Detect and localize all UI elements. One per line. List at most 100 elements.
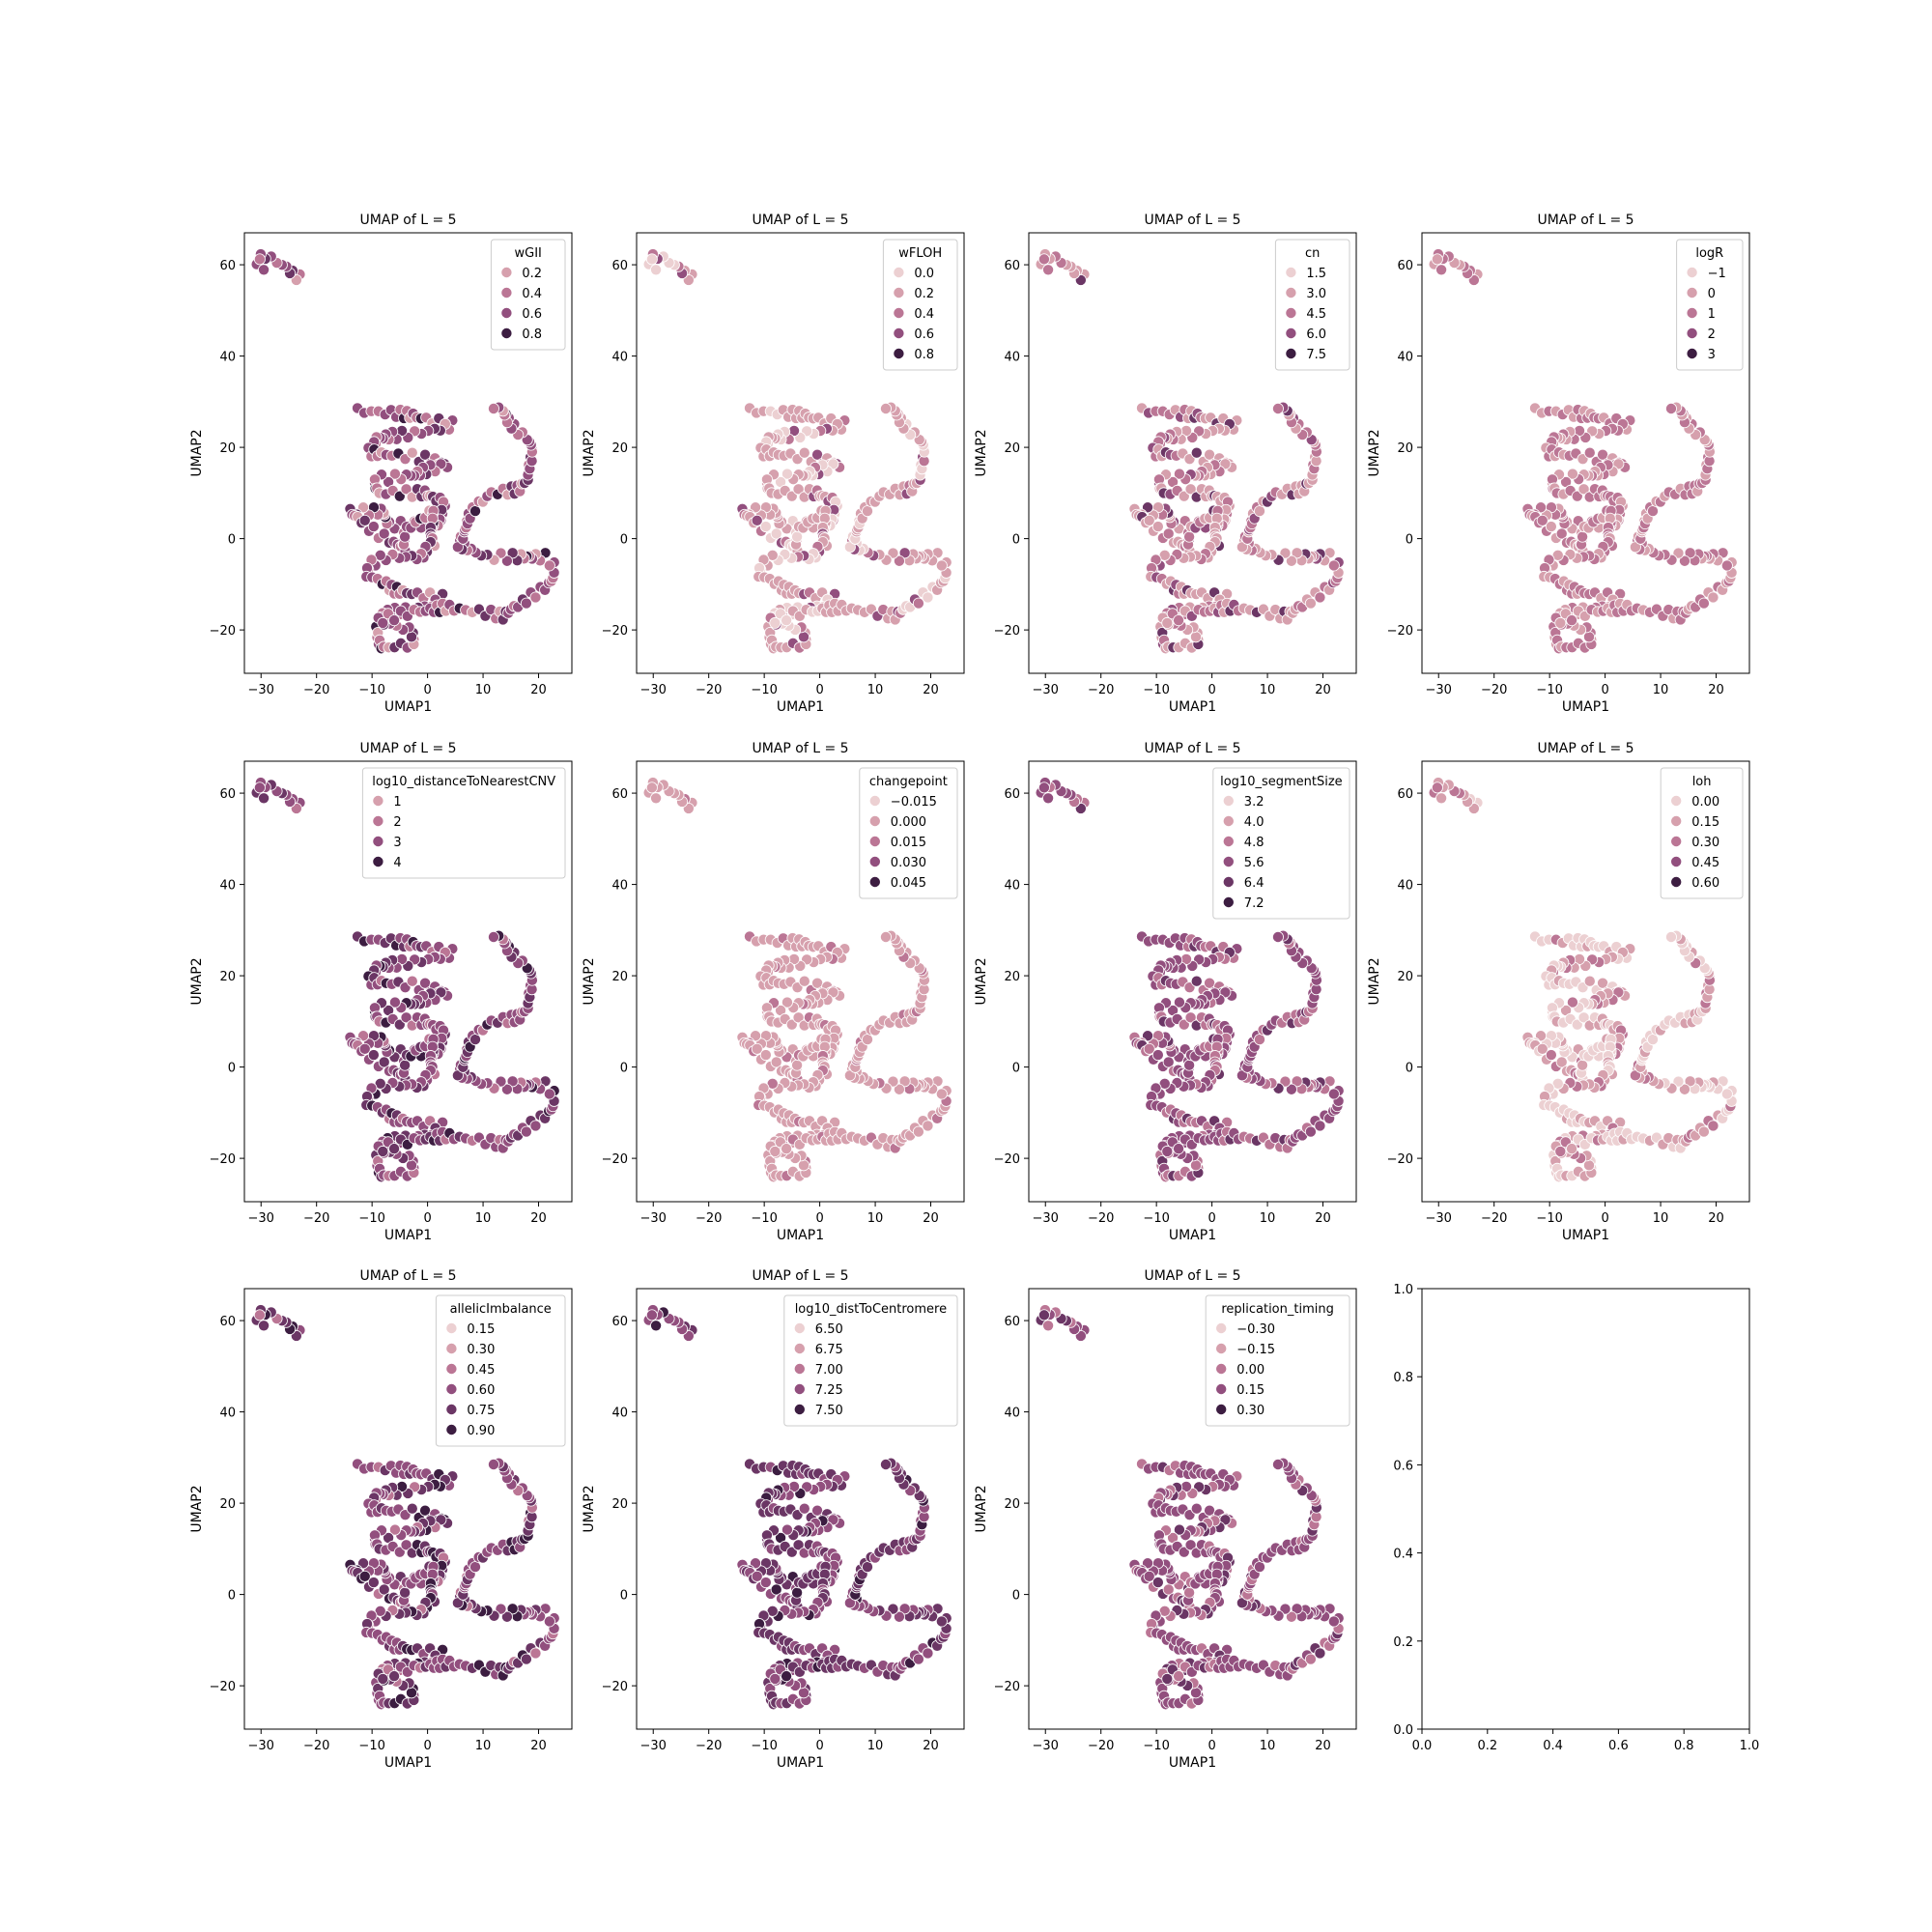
data-point xyxy=(1554,1145,1567,1157)
legend-marker xyxy=(1285,306,1297,319)
data-point xyxy=(1151,521,1164,533)
data-point xyxy=(843,541,856,554)
x-tick-label: −10 xyxy=(358,1739,384,1753)
x-tick-label: −10 xyxy=(751,1211,777,1226)
y-tick-label: 60 xyxy=(1004,259,1020,273)
y-axis-label: UMAP2 xyxy=(189,957,205,1005)
x-axis-label: UMAP1 xyxy=(384,1755,432,1771)
y-tick-label: 1.0 xyxy=(1393,1283,1413,1297)
y-tick-label: 0 xyxy=(228,1589,236,1604)
data-point xyxy=(1707,1120,1719,1132)
data-point xyxy=(1279,1075,1292,1088)
y-tick-label: 0 xyxy=(620,1062,628,1076)
scatter-points xyxy=(1035,777,1345,1183)
data-point xyxy=(781,996,793,1009)
data-point xyxy=(1143,514,1155,526)
data-point xyxy=(1173,614,1185,627)
data-point xyxy=(1571,1018,1583,1031)
data-point xyxy=(406,975,418,987)
legend-marker xyxy=(793,1404,806,1416)
plot-title: UMAP of L = 5 xyxy=(752,213,848,228)
legend-label: 0.2 xyxy=(522,267,542,281)
legend-marker xyxy=(893,347,905,359)
legend-label: 3.0 xyxy=(1306,287,1326,301)
x-tick-label: 20 xyxy=(1315,1739,1331,1753)
legend-marker xyxy=(1222,856,1235,868)
data-point xyxy=(1042,264,1055,276)
y-tick-label: 0 xyxy=(228,1062,236,1076)
legend-label: 0.15 xyxy=(1236,1383,1264,1398)
legend: log10_segmentSize 3.2 4.0 4.8 5.6 6.4 7.2 xyxy=(1212,767,1350,920)
legend-label: 0.6 xyxy=(522,307,542,322)
y-tick-label: −20 xyxy=(994,1152,1020,1167)
legend-title: log10_distToCentromere xyxy=(795,1302,947,1317)
data-point xyxy=(1536,1042,1548,1055)
data-point xyxy=(1162,1056,1175,1068)
y-tick-label: 40 xyxy=(611,351,628,365)
legend-marker xyxy=(868,876,881,889)
data-point xyxy=(1697,1125,1710,1138)
x-tick-label: −30 xyxy=(1426,1211,1452,1226)
data-point xyxy=(935,559,948,572)
y-tick-label: 40 xyxy=(1004,879,1020,894)
data-point xyxy=(1143,1042,1155,1055)
data-point xyxy=(258,264,270,276)
x-tick-label: −10 xyxy=(1143,683,1169,697)
data-point xyxy=(798,1502,810,1515)
legend: allelicImbalance 0.15 0.30 0.45 0.60 0.75 0.90 xyxy=(435,1294,566,1447)
y-tick-label: 60 xyxy=(611,787,628,802)
legend-marker xyxy=(893,286,905,298)
scatter-points xyxy=(250,248,560,655)
data-point xyxy=(785,490,798,502)
x-tick-label: 0 xyxy=(423,1739,431,1753)
data-point xyxy=(258,792,270,805)
legend-marker xyxy=(1686,266,1698,278)
data-point xyxy=(388,614,401,627)
x-tick-label: −10 xyxy=(358,683,384,697)
data-point xyxy=(1037,253,1050,266)
y-axis-label: UMAP2 xyxy=(1367,957,1382,1005)
data-point xyxy=(258,1320,270,1332)
data-point xyxy=(469,1561,481,1574)
scatter-points xyxy=(642,248,952,655)
axes-frame xyxy=(1421,232,1750,674)
legend-marker xyxy=(372,815,384,828)
data-point xyxy=(1555,1056,1568,1068)
legend-title: loh xyxy=(1692,775,1712,789)
y-tick-label: 0 xyxy=(620,533,628,548)
scatter-points xyxy=(1035,248,1345,655)
data-point xyxy=(781,1670,793,1683)
y-tick-label: −20 xyxy=(994,624,1020,639)
legend-marker xyxy=(868,836,881,848)
data-point xyxy=(1253,1034,1265,1046)
data-point xyxy=(506,547,519,559)
legend-marker xyxy=(793,1343,806,1355)
x-tick-label: −30 xyxy=(1426,683,1452,697)
legend-label: 0.45 xyxy=(1691,856,1719,870)
data-point xyxy=(1566,996,1578,1009)
data-point xyxy=(1042,1320,1055,1332)
data-point xyxy=(861,1561,873,1574)
x-tick-label: −30 xyxy=(1033,1211,1059,1226)
y-axis-label: UMAP2 xyxy=(582,957,597,1005)
x-tick-label: −20 xyxy=(1088,683,1114,697)
subplot-9: −30 −20 −10 0 10 20 −20 0 20 40 60 UMAP of L = 5 UMA… xyxy=(189,1268,573,1771)
y-tick-label: 20 xyxy=(219,970,236,984)
data-point xyxy=(879,930,892,943)
y-tick-label: −20 xyxy=(1387,1152,1413,1167)
legend-marker xyxy=(372,856,384,868)
subplot-2: −30 −20 −10 0 10 20 −20 0 20 40 60 UMAP of L = 5 UMA… xyxy=(582,213,965,715)
subplot-11: −30 −20 −10 0 10 20 −20 0 20 40 60 UMAP of L = 5 UMA… xyxy=(974,1268,1357,1771)
legend-label: 0.90 xyxy=(467,1424,495,1438)
data-point xyxy=(1707,591,1719,604)
data-point xyxy=(1042,792,1055,805)
data-point xyxy=(1697,597,1710,610)
y-axis-label: UMAP2 xyxy=(974,429,989,476)
y-tick-label: 40 xyxy=(1397,351,1413,365)
subplot-8: −30 −20 −10 0 10 20 −20 0 20 40 60 UMAP of L = 5 UMA… xyxy=(1367,741,1750,1243)
y-tick-label: 20 xyxy=(1004,970,1020,984)
legend-label: 0.60 xyxy=(1691,876,1719,891)
data-point xyxy=(922,1647,934,1660)
legend-label: 6.0 xyxy=(1306,327,1326,342)
legend-label: 0.6 xyxy=(914,327,934,342)
